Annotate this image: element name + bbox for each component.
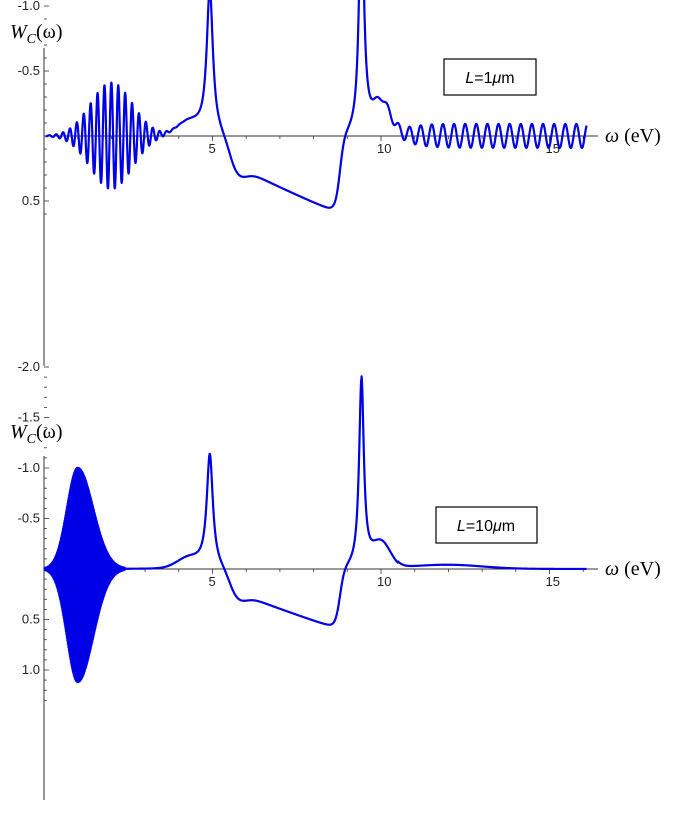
bottom-x-axis-title: ω (eV) [605, 558, 661, 580]
bottom-y-axis-title: WC(ω) [10, 421, 63, 447]
bottom-panel: WC(ω) 5 10 151.00.5-0.5-1.0-1.5-2.0 ω (eV) … [10, 359, 661, 800]
x-tick-label: 10 [377, 141, 391, 156]
top-annotation-box [443, 58, 537, 96]
y-tick-label: 0.5 [22, 193, 40, 208]
bottom-annotation-label: L=10μm [457, 518, 515, 535]
y-tick-label: -1.0 [18, 460, 40, 475]
x-tick-label: 15 [546, 574, 560, 589]
bottom-annotation-box [435, 506, 538, 544]
x-tick-label: 10 [377, 574, 391, 589]
bottom-series-line [43, 375, 588, 684]
y-tick-label: -2.0 [18, 359, 40, 374]
top-annotation-label: L=1μm [465, 70, 514, 87]
x-tick-label: 5 [209, 141, 216, 156]
x-tick-label: 5 [209, 574, 216, 589]
top-x-axis-title: ω (eV) [605, 125, 661, 147]
top-series-line [44, 0, 588, 209]
y-tick-label: -1.5 [18, 410, 40, 425]
bottom-ticks: 5 10 15 1.0 0.5 -0.5 -1.0 -1.5 -2.0 [18, 359, 584, 701]
y-tick-label: -0.5 [18, 63, 40, 78]
top-y-axis-title: WC(ω) [10, 21, 63, 47]
y-tick-label: -1.0 [18, 0, 40, 13]
y-tick-label: -0.5 [18, 511, 40, 526]
y-tick-label: 0.5 [22, 612, 40, 627]
y-tick-label: 1.0 [22, 662, 40, 677]
